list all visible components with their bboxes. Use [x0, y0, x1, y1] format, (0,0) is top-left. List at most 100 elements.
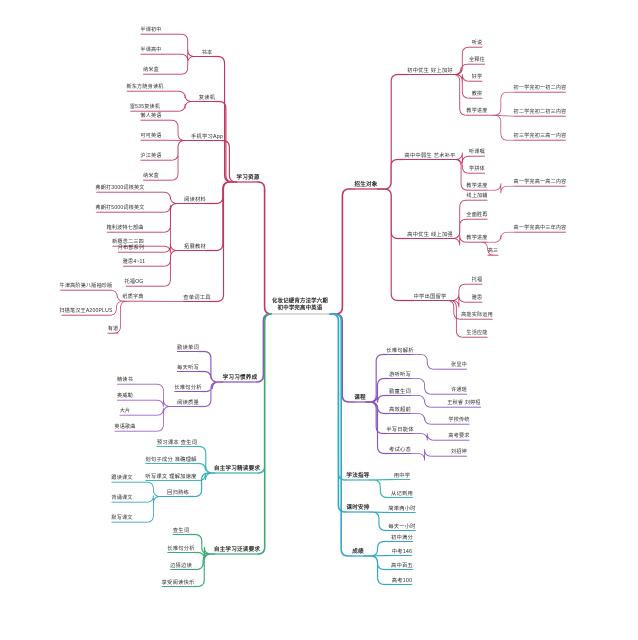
node-enrollment-l3[interactable]: 全释往: [469, 57, 485, 64]
branch-label-grades[interactable]: 成绩: [352, 549, 364, 555]
node-enrollment-l2[interactable]: 初中优生 好上加好: [407, 68, 453, 74]
node-learning-resources-l3[interactable]: 半课高中: [140, 47, 161, 54]
node-learning-resources-l2[interactable]: 书本: [202, 50, 213, 56]
node-enrollment-l3[interactable]: 高能实际运用: [461, 312, 493, 319]
node-learning-resources-l3[interactable]: 月布部系列: [118, 245, 144, 252]
node-courses-l3[interactable]: 许通瑶: [451, 387, 467, 394]
node-learning-resources-l3[interactable]: 弗朗打3000词核英文: [95, 185, 144, 192]
node-enrollment-l3[interactable]: 教学进度: [466, 183, 487, 190]
node-habit-l3[interactable]: 奥威勒: [117, 393, 133, 400]
node-learning-resources-l2[interactable]: 阅读材料: [184, 197, 206, 203]
node-learning-resources-l3[interactable]: 半课初中: [140, 27, 161, 34]
branch-label-extensive[interactable]: 自主学习泛读要求: [214, 547, 260, 553]
node-enrollment-l3[interactable]: 好学: [472, 74, 483, 81]
node-learning-resources-l4[interactable]: 牛津高阶第八版袖珍版: [60, 283, 113, 290]
node-courses-l2[interactable]: 长难句解析: [386, 348, 414, 354]
node-learning-resources-l3[interactable]: 可可英语: [140, 133, 161, 140]
node-habit-l3[interactable]: 精读书: [117, 377, 133, 384]
node-intensive-l2[interactable]: 听写课文 理解加速度: [145, 474, 196, 480]
node-enrollment-l2[interactable]: 中学出国留学: [414, 294, 447, 300]
node-extensive-l2[interactable]: 长难句分析: [167, 546, 195, 552]
node-habit-l2[interactable]: 阅读质量: [177, 400, 199, 406]
node-courses-l2[interactable]: 半写日能体: [386, 427, 414, 433]
node-enrollment-l3[interactable]: 生活应能: [466, 330, 487, 337]
node-habit-l2[interactable]: 每天听写: [177, 365, 199, 371]
node-learning-resources-l3[interactable]: 弗朗打5000词核英文: [95, 205, 144, 212]
node-learning-resources-l2[interactable]: 复读机: [199, 95, 216, 101]
node-schedule-l2[interactable]: 每天一小时: [388, 524, 416, 530]
root-node[interactable]: 化妆记硬背方法学六期 初中学完高中英语: [272, 298, 328, 312]
node-courses-l3[interactable]: 王秋睿 刘婷桓: [447, 400, 480, 407]
node-courses-l2[interactable]: 勤童生词: [389, 389, 411, 395]
branch-label-courses[interactable]: 课程: [354, 395, 366, 401]
node-learning-resources-l3[interactable]: 纳米盒: [143, 173, 159, 180]
node-grades-l2[interactable]: 高中百五: [391, 563, 413, 569]
node-learning-resources-l3[interactable]: 新东方随身读机: [126, 84, 163, 91]
node-intensive-l2[interactable]: 预习课本 查生词: [157, 440, 197, 446]
node-grades-l2[interactable]: 初中满分: [391, 535, 413, 541]
node-learning-resources-l4[interactable]: 有道: [108, 326, 119, 333]
branch-label-enrollment[interactable]: 招生对象: [354, 182, 377, 188]
node-enrollment-l3[interactable]: 教拼: [472, 91, 483, 98]
node-courses-l3[interactable]: 张显中: [451, 362, 467, 369]
node-study-guide-l2[interactable]: 用中学: [394, 473, 411, 479]
node-learning-resources-l2[interactable]: 查单词工具: [183, 295, 211, 301]
node-learning-resources-l3[interactable]: 新概念二三四: [112, 239, 144, 246]
node-habit-l3[interactable]: 英语歌曲: [114, 424, 135, 431]
node-enrollment-l4[interactable]: 高一学完高一高二内容: [514, 179, 567, 186]
node-learning-resources-l2[interactable]: 拓展教材: [184, 244, 206, 250]
node-courses-l2[interactable]: 游听听写: [389, 372, 411, 378]
branch-label-schedule[interactable]: 课时安排: [346, 505, 369, 511]
node-enrollment-l4[interactable]: 初二学完初二初三内容: [514, 109, 567, 116]
node-enrollment-l3[interactable]: 学拼体: [469, 166, 485, 173]
node-enrollment-l3[interactable]: 听课嘱: [469, 149, 485, 156]
node-learning-resources-l3[interactable]: 纸质字典: [122, 294, 143, 301]
node-learning-resources-l2[interactable]: 手机学习App: [191, 134, 223, 140]
node-learning-resources-l3[interactable]: 雅思4~11: [123, 259, 145, 266]
node-learning-resources-l3[interactable]: 纳米盒: [143, 67, 159, 74]
node-schedule-l2[interactable]: 简単两小时: [388, 506, 416, 512]
node-learning-resources-l3[interactable]: 懒人英语: [140, 113, 161, 120]
node-enrollment-l3[interactable]: 雅思: [472, 295, 483, 302]
node-study-guide-l2[interactable]: 从记到用: [391, 491, 413, 497]
node-courses-l2[interactable]: 考试心态: [389, 447, 411, 453]
node-enrollment-l4[interactable]: 初三学完初三高一内容: [514, 133, 567, 140]
branch-label-learning-resources[interactable]: 学习资源: [236, 175, 259, 181]
node-grades-l2[interactable]: 高考100: [392, 578, 412, 584]
node-courses-l3[interactable]: 高考要求: [448, 433, 469, 440]
node-extensive-l2[interactable]: 边猜边读: [170, 563, 192, 569]
node-learning-resources-l4[interactable]: 扫描笔汉王A200PLUS: [59, 308, 112, 315]
node-habit-l2[interactable]: 勤读单词: [177, 345, 199, 351]
node-enrollment-l4[interactable]: 初一学完初一初二内容: [514, 85, 567, 92]
branch-label-habit[interactable]: 学习习惯养成: [223, 375, 258, 381]
node-extensive-l2[interactable]: 查生词: [173, 528, 190, 534]
node-enrollment-l3[interactable]: 听说: [472, 40, 483, 47]
node-learning-resources-l3[interactable]: 沪江英语: [140, 153, 161, 160]
node-intensive-l3[interactable]: 背诵课文: [111, 495, 132, 502]
node-learning-resources-l3[interactable]: 雷535复读机: [130, 104, 160, 111]
node-courses-l3[interactable]: 学校传统: [448, 417, 469, 424]
node-enrollment-l2[interactable]: 高中中弱生 艺术补平: [404, 153, 455, 159]
node-courses-l2[interactable]: 高效超前: [389, 407, 411, 413]
node-enrollment-l3[interactable]: 教学进度: [466, 108, 487, 115]
node-extensive-l2[interactable]: 享受阅读快乐: [162, 580, 195, 586]
node-courses-l3[interactable]: 刘招坤: [451, 449, 467, 456]
node-enrollment-l3[interactable]: 线上加辅: [466, 193, 487, 200]
node-intensive-l2[interactable]: 回归熟练: [167, 490, 189, 496]
node-habit-l2[interactable]: 长难句分析: [174, 385, 202, 391]
node-learning-resources-l3[interactable]: 托福OG: [125, 279, 144, 286]
node-intensive-l2[interactable]: 划句子成分 准确理解: [145, 457, 196, 463]
node-intensive-l3[interactable]: 默写课文: [111, 515, 132, 522]
branch-label-study-guide[interactable]: 学法指导: [346, 473, 369, 479]
node-enrollment-l3[interactable]: 托福: [472, 277, 483, 284]
node-enrollment-l3[interactable]: 全面胜再: [466, 212, 487, 219]
node-intensive-l3[interactable]: 跟读课文: [111, 475, 132, 482]
branch-label-intensive[interactable]: 自主学习精读要求: [214, 466, 260, 472]
node-enrollment-l3[interactable]: 教学进度: [466, 235, 487, 242]
node-grades-l2[interactable]: 中考146: [392, 549, 412, 555]
node-enrollment-l4[interactable]: 高三: [488, 248, 499, 255]
node-enrollment-l2[interactable]: 高中优生 线上加强: [407, 232, 453, 238]
node-enrollment-l4[interactable]: 高一学完高中三年内容: [514, 225, 567, 232]
node-habit-l3[interactable]: 大片: [120, 408, 131, 415]
node-learning-resources-l3[interactable]: 箱利波特七部曲: [106, 225, 143, 232]
